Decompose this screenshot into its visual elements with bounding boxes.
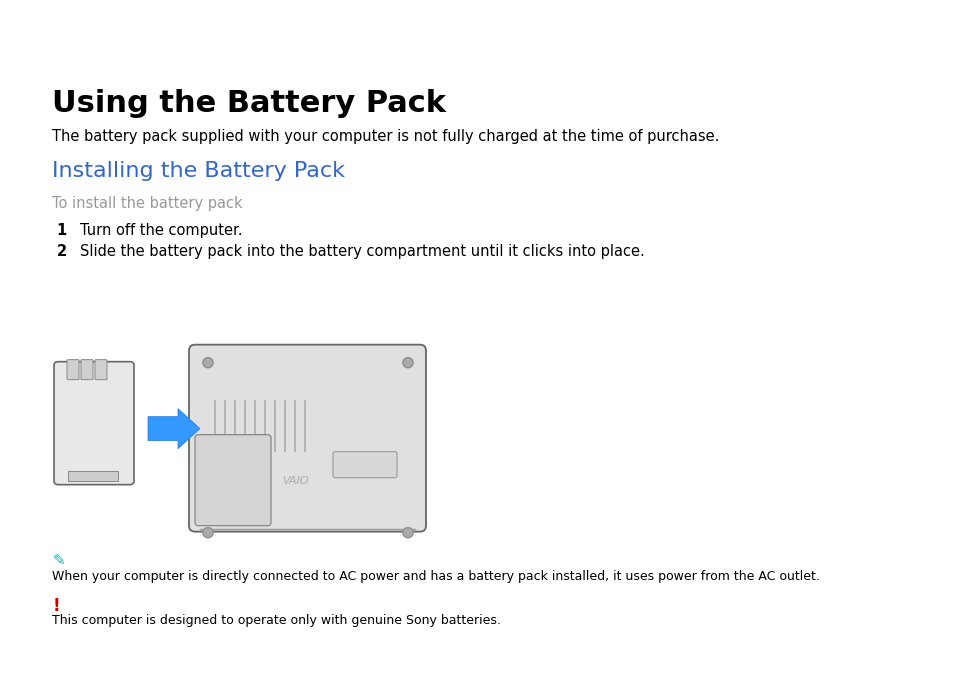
Text: VAIO: VAIO — [281, 476, 308, 486]
FancyBboxPatch shape — [81, 360, 92, 379]
FancyBboxPatch shape — [95, 360, 107, 379]
Text: 2: 2 — [56, 244, 67, 259]
FancyBboxPatch shape — [194, 435, 271, 526]
FancyBboxPatch shape — [189, 344, 426, 532]
Text: VAIO: VAIO — [17, 22, 85, 45]
FancyBboxPatch shape — [54, 362, 133, 485]
FancyBboxPatch shape — [333, 452, 396, 478]
Text: 1: 1 — [56, 222, 67, 238]
Text: !: ! — [52, 596, 60, 615]
Text: The battery pack supplied with your computer is not fully charged at the time of: The battery pack supplied with your comp… — [52, 129, 720, 144]
Text: ◄ 22 ►: ◄ 22 ► — [890, 14, 930, 24]
FancyBboxPatch shape — [67, 360, 79, 379]
Text: This computer is designed to operate only with genuine Sony batteries.: This computer is designed to operate onl… — [52, 613, 501, 627]
Circle shape — [402, 528, 413, 538]
Polygon shape — [148, 408, 200, 449]
Circle shape — [203, 528, 213, 538]
Text: Turn off the computer.: Turn off the computer. — [80, 222, 243, 238]
Text: To install the battery pack: To install the battery pack — [52, 195, 243, 211]
Bar — [68, 470, 118, 481]
Text: When your computer is directly connected to AC power and has a battery pack inst: When your computer is directly connected… — [52, 570, 820, 582]
Text: Slide the battery pack into the battery compartment until it clicks into place.: Slide the battery pack into the battery … — [80, 244, 644, 259]
Text: Installing the Battery Pack: Installing the Battery Pack — [52, 160, 345, 181]
Text: Using the Battery Pack: Using the Battery Pack — [52, 89, 446, 118]
Circle shape — [203, 358, 213, 367]
Text: ✎: ✎ — [52, 553, 65, 568]
Text: Getting Started: Getting Started — [862, 42, 953, 53]
Circle shape — [402, 358, 413, 367]
